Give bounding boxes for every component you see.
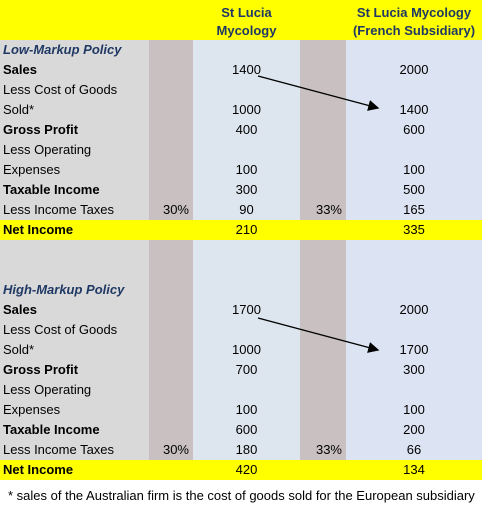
row-label: Net Income (0, 460, 149, 480)
parent-value: 1400 (193, 60, 300, 80)
table-row: Sales 1400 2000 (0, 60, 482, 80)
subsidiary-value: 1400 (346, 80, 482, 120)
table-row: Less Operating Expenses 100 100 (0, 140, 482, 180)
section-title-row: High-Markup Policy (0, 280, 482, 300)
blank-row (0, 240, 482, 260)
footnote: * sales of the Australian firm is the co… (8, 487, 478, 504)
section-title: High-Markup Policy (0, 280, 149, 300)
row-label: Taxable Income (0, 180, 149, 200)
row-label: Less Operating Expenses (0, 140, 149, 180)
table-row: Gross Profit 700 300 (0, 360, 482, 380)
subsidiary-tax-rate: 33% (300, 440, 346, 460)
blank-row (0, 260, 482, 280)
subsidiary-value: 2000 (346, 300, 482, 320)
header-empty-cell (300, 0, 346, 40)
table-row: Less Income Taxes 30% 90 33% 165 (0, 200, 482, 220)
header-subsidiary: St Lucia Mycology (French Subsidiary) (346, 0, 482, 40)
subsidiary-value: 200 (346, 420, 482, 440)
subsidiary-value: 134 (346, 460, 482, 480)
table-row: Less Income Taxes 30% 180 33% 66 (0, 440, 482, 460)
subsidiary-tax-rate: 33% (300, 200, 346, 220)
parent-value: 1700 (193, 300, 300, 320)
parent-value: 100 (193, 380, 300, 420)
row-label: Gross Profit (0, 120, 149, 140)
parent-value: 420 (193, 460, 300, 480)
row-label: Less Income Taxes (0, 200, 149, 220)
parent-value: 210 (193, 220, 300, 240)
parent-value: 400 (193, 120, 300, 140)
table-row: Taxable Income 300 500 (0, 180, 482, 200)
subsidiary-value: 600 (346, 120, 482, 140)
header-parent: St Lucia Mycology (193, 0, 300, 40)
parent-value: 90 (193, 200, 300, 220)
subsidiary-value: 2000 (346, 60, 482, 80)
table-row: Gross Profit 400 600 (0, 120, 482, 140)
subsidiary-value: 165 (346, 200, 482, 220)
row-label: Less Cost of Goods Sold* (0, 320, 149, 360)
header-empty-cell (149, 0, 193, 40)
table-row: Less Cost of Goods Sold* 1000 1400 (0, 80, 482, 120)
row-label: Sales (0, 300, 149, 320)
subsidiary-value: 100 (346, 140, 482, 180)
row-label: Gross Profit (0, 360, 149, 380)
parent-value: 600 (193, 420, 300, 440)
transfer-pricing-table: St Lucia Mycology St Lucia Mycology (Fre… (0, 0, 482, 480)
table-row: Sales 1700 2000 (0, 300, 482, 320)
parent-value: 100 (193, 140, 300, 180)
subsidiary-value: 300 (346, 360, 482, 380)
parent-value: 1000 (193, 320, 300, 360)
parent-value: 300 (193, 180, 300, 200)
header-row: St Lucia Mycology St Lucia Mycology (Fre… (0, 0, 482, 40)
subsidiary-value: 335 (346, 220, 482, 240)
parent-tax-rate: 30% (149, 200, 193, 220)
row-label: Less Cost of Goods Sold* (0, 80, 149, 120)
row-label: Sales (0, 60, 149, 80)
parent-value: 180 (193, 440, 300, 460)
table-row: Less Operating Expenses 100 100 (0, 380, 482, 420)
subsidiary-value: 1700 (346, 320, 482, 360)
row-label: Taxable Income (0, 420, 149, 440)
row-label: Less Operating Expenses (0, 380, 149, 420)
parent-value: 700 (193, 360, 300, 380)
parent-value: 1000 (193, 80, 300, 120)
subsidiary-value: 100 (346, 380, 482, 420)
row-label: Net Income (0, 220, 149, 240)
subsidiary-value: 500 (346, 180, 482, 200)
net-income-row: Net Income 210 335 (0, 220, 482, 240)
spreadsheet: St Lucia Mycology St Lucia Mycology (Fre… (0, 0, 489, 480)
net-income-row: Net Income 420 134 (0, 460, 482, 480)
section-title-row: Low-Markup Policy (0, 40, 482, 60)
table-row: Taxable Income 600 200 (0, 420, 482, 440)
row-label: Less Income Taxes (0, 440, 149, 460)
section-title: Low-Markup Policy (0, 40, 149, 60)
header-empty-cell (0, 0, 149, 40)
subsidiary-value: 66 (346, 440, 482, 460)
table-row: Less Cost of Goods Sold* 1000 1700 (0, 320, 482, 360)
parent-tax-rate: 30% (149, 440, 193, 460)
